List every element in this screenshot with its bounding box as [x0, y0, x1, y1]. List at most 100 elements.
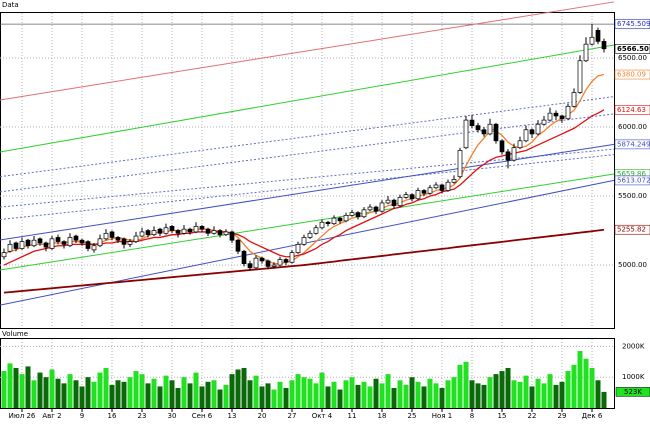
candle-body [73, 235, 79, 241]
x-tick-label: 13 [228, 412, 237, 420]
volume-bar [97, 372, 103, 408]
volume-bar [343, 380, 349, 408]
x-tick-label: 16 [108, 412, 117, 420]
candle-body [319, 221, 325, 229]
volume-bar [529, 386, 535, 408]
trend-line [0, 44, 615, 153]
volume-bar [19, 374, 25, 408]
volume-bar [151, 378, 157, 408]
candle-body [13, 242, 19, 249]
candle-body [295, 243, 301, 253]
candle-body [553, 112, 559, 117]
candle-body [67, 237, 73, 247]
volume-bar [337, 389, 343, 408]
candle-body [1, 252, 7, 258]
volume-bar [25, 366, 31, 408]
volume-bar [325, 386, 331, 408]
candle-body [427, 187, 433, 194]
volume-bar [577, 351, 583, 408]
volume-bar [127, 377, 133, 408]
candle-body [163, 227, 169, 234]
volume-bar [445, 380, 451, 408]
y-tick-label: 5500.00 [618, 192, 647, 200]
candle-body [409, 194, 415, 200]
volume-bar [13, 367, 19, 408]
x-tick-label: Дек 6 [582, 412, 603, 420]
volume-bar [319, 372, 325, 408]
volume-bar [397, 380, 403, 408]
volume-bar [271, 389, 277, 408]
x-tick-label: 23 [138, 412, 147, 420]
y-tick-label: 6500.00 [618, 54, 647, 62]
volume-bar [469, 380, 475, 408]
volume-bar [193, 372, 199, 408]
candle-body [205, 228, 211, 234]
volume-bar [145, 383, 151, 408]
candle-body [55, 237, 61, 242]
volume-bar [451, 377, 457, 408]
y-tick-label: 6000.00 [618, 123, 647, 131]
volume-bar [439, 387, 445, 408]
volume-bar [571, 364, 577, 408]
volume-bar [277, 381, 283, 408]
candle-body [541, 119, 547, 125]
x-tick-label: 18 [378, 412, 387, 420]
candle-body [325, 221, 331, 224]
volume-bar [211, 380, 217, 408]
candle-body [277, 259, 283, 266]
volume-bar [121, 381, 127, 408]
volume-bar [73, 380, 79, 408]
price-label: 5613.0722 [617, 176, 650, 184]
candle-body [523, 129, 529, 142]
candle-body [331, 217, 337, 224]
price-label-box [614, 69, 650, 80]
candle-body [289, 252, 295, 263]
panel-label: Volume [2, 330, 28, 338]
candle-body [127, 241, 133, 245]
volume-bar [205, 381, 211, 408]
candle-body [499, 140, 505, 153]
candle-body [475, 125, 481, 131]
candle-body [31, 239, 37, 247]
candle-body [133, 235, 139, 242]
volume-bar [241, 367, 247, 408]
candle-body [151, 230, 157, 236]
volume-bar [511, 380, 517, 408]
volume-bar [55, 378, 61, 408]
candle-body [445, 181, 451, 191]
price-label-box [614, 104, 650, 115]
volume-bar [355, 384, 361, 408]
candle-body [433, 184, 439, 189]
candle-body [283, 259, 289, 263]
candle-body [529, 129, 535, 135]
candle-body [373, 206, 379, 212]
x-tick-label: Июл 26 [9, 412, 36, 420]
candle-body [103, 232, 109, 240]
volume-bar [175, 387, 181, 408]
volume-bar [409, 377, 415, 408]
volume-bar [289, 380, 295, 408]
candle-body [235, 239, 241, 252]
candle-body [385, 199, 391, 204]
candle-body [391, 199, 397, 207]
ma-line [3, 73, 605, 265]
candle-body [115, 237, 121, 241]
x-tick-label: Авг 2 [42, 412, 61, 420]
candle-body [337, 217, 343, 222]
candle-body [37, 238, 43, 244]
x-tick-label: 22 [528, 412, 537, 420]
candle-body [571, 92, 577, 107]
x-tick-label: Ноя 1 [432, 412, 452, 420]
volume-bar [181, 377, 187, 408]
candle-body [397, 197, 403, 207]
trend-line [0, 113, 615, 193]
price-label: 6566.50 [617, 45, 649, 53]
volume-bar [283, 387, 289, 408]
volume-bar [349, 377, 355, 408]
y-tick-label: 5000.00 [618, 261, 647, 269]
price-label-box [614, 224, 650, 235]
volume-bar [427, 378, 433, 408]
